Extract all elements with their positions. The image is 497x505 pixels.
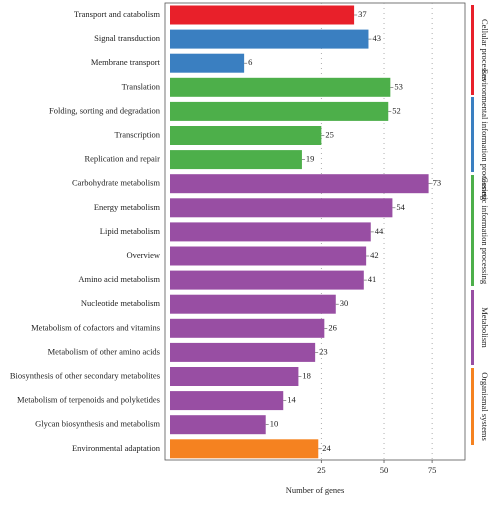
bar — [170, 53, 245, 73]
bar — [170, 77, 391, 97]
bar — [170, 150, 302, 170]
group-strip — [471, 97, 474, 172]
category-label: Lipid metabolism — [100, 226, 161, 236]
value-label: 19 — [306, 154, 315, 164]
bar — [170, 174, 429, 194]
category-label: Metabolism of terpenoids and polyketides — [17, 395, 160, 405]
bar — [170, 270, 364, 290]
category-label: Nucleotide metabolism — [81, 298, 160, 308]
bar — [170, 222, 371, 242]
plot-frame — [164, 2, 466, 461]
value-label: 37 — [358, 9, 367, 19]
group-label: Genetic information processing — [480, 177, 490, 285]
group-label: Organismal systems — [480, 372, 490, 441]
group-label: Environmental information processing — [480, 69, 490, 201]
category-label: Carbohydrate metabolism — [72, 178, 160, 188]
value-label: 24 — [322, 443, 331, 453]
group-label: Cellular processes — [480, 19, 490, 81]
category-label: Glycan biosynthesis and metabolism — [35, 419, 160, 429]
group-strip — [471, 368, 474, 445]
value-label: 18 — [302, 370, 311, 380]
category-label: Transcription — [115, 129, 161, 139]
group-label: Metabolism — [480, 307, 490, 348]
category-label: Folding, sorting and degradation — [49, 105, 161, 115]
bar — [170, 294, 336, 314]
value-label: 10 — [270, 419, 279, 429]
bar — [170, 198, 393, 218]
value-label: 73 — [433, 178, 442, 188]
bar — [170, 29, 369, 49]
value-label: 30 — [340, 298, 349, 308]
value-label: 42 — [370, 250, 379, 260]
category-label: Environmental adaptation — [72, 443, 161, 453]
value-label: 43 — [372, 33, 381, 43]
x-tick-label: 75 — [428, 465, 437, 475]
bar — [170, 101, 389, 121]
value-label: 54 — [396, 202, 405, 212]
bar — [170, 415, 266, 435]
x-axis-label: Number of genes — [286, 485, 345, 495]
category-label: Biosynthesis of other secondary metaboli… — [10, 370, 160, 380]
category-label: Transport and catabolism — [74, 9, 160, 19]
category-label: Metabolism of cofactors and vitamins — [31, 322, 160, 332]
category-label: Membrane transport — [91, 57, 161, 67]
bar — [170, 126, 322, 145]
category-label: Replication and repair — [84, 154, 160, 164]
value-label: 52 — [392, 105, 401, 115]
value-label: 14 — [287, 395, 296, 405]
value-label: 23 — [319, 346, 328, 356]
value-label: 6 — [248, 57, 252, 67]
bar — [170, 5, 355, 25]
bar — [170, 246, 367, 266]
value-label: 44 — [375, 226, 384, 236]
value-label: 41 — [368, 274, 377, 284]
category-label: Translation — [122, 81, 161, 91]
category-label: Metabolism of other amino acids — [48, 346, 160, 356]
category-label: Overview — [126, 250, 160, 260]
x-tick-label: 50 — [380, 465, 389, 475]
bar — [170, 439, 319, 459]
bar — [170, 391, 284, 411]
bar — [170, 367, 299, 386]
category-label: Signal transduction — [94, 33, 161, 43]
value-label: 25 — [325, 129, 334, 139]
category-label: Energy metabolism — [94, 202, 161, 212]
x-tick-label: 25 — [317, 465, 326, 475]
group-strip — [471, 5, 474, 95]
category-label: Amino acid metabolism — [78, 274, 160, 284]
value-label: 26 — [328, 322, 337, 332]
bar — [170, 318, 325, 338]
value-label: 53 — [394, 81, 403, 91]
group-strip — [471, 290, 474, 365]
bar — [170, 342, 316, 362]
group-strip — [471, 175, 474, 286]
